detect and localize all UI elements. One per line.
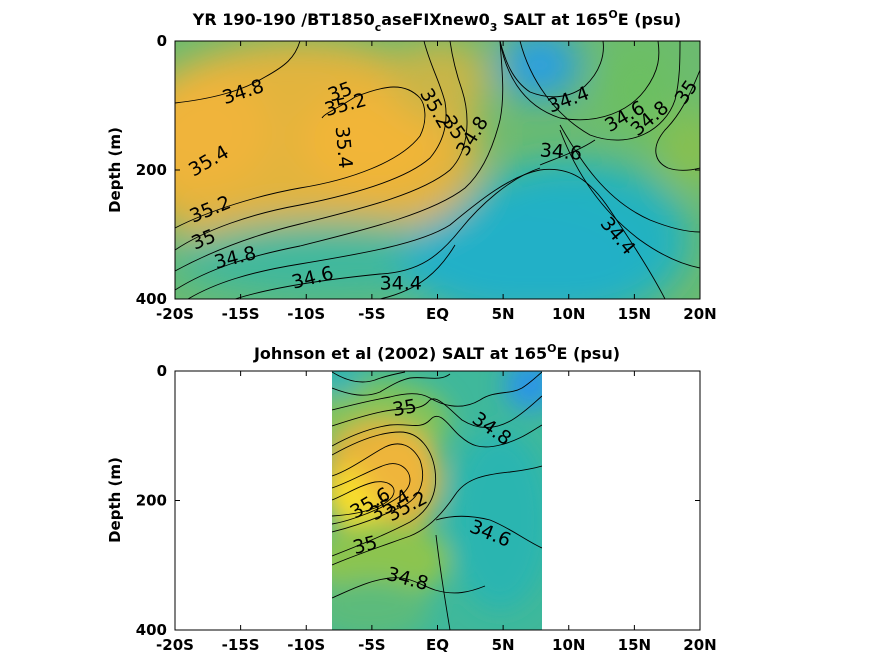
x-tick-label: 15N [618,305,651,323]
y-tick-label: 400 [136,290,167,308]
x-tick-label: -15S [222,636,260,654]
panel-top-title: YR 190-190 /BT1850caseFIXnew03 SALT at 1… [192,8,681,34]
x-tick-label: -20S [156,636,194,654]
x-tick-label: -5S [358,305,385,323]
x-tick-label: 5N [492,636,515,654]
x-tick-label: EQ [426,305,449,323]
contour-label: 34.6 [539,139,583,165]
x-tick-label: 5N [492,305,515,323]
x-tick-label: 10N [552,305,585,323]
x-tick-label: -15S [222,305,260,323]
contour-label: 35 [391,395,419,421]
x-tick-label: 20N [683,305,716,323]
y-tick-label: 0 [157,32,167,50]
x-tick-label: -5S [358,636,385,654]
panel-top-field [175,41,700,299]
contour-label: 34.4 [380,273,422,295]
x-tick-label: -10S [287,305,325,323]
x-tick-label: EQ [426,636,449,654]
y-tick-label: 400 [136,621,167,639]
panel-top-ylabel: Depth (m) [106,127,124,213]
x-tick-label: 15N [618,636,651,654]
y-tick-label: 200 [136,161,167,179]
panel-bottom: Johnson et al (2002) SALT at 165OE (psu) [106,342,717,654]
panel-bottom-field [332,371,542,630]
panel-top: YR 190-190 /BT1850caseFIXnew03 SALT at 1… [106,8,717,323]
x-tick-label: 20N [683,636,716,654]
x-tick-label: -20S [156,305,194,323]
x-tick-label: 10N [552,636,585,654]
y-tick-label: 200 [136,492,167,510]
contour-label: 35.4 [331,125,357,169]
panel-bottom-title: Johnson et al (2002) SALT at 165OE (psu) [253,342,620,363]
panel-top-ticks: -20S -15S -10S -5S EQ 5N 10N 15N 20N 0 200 400 [136,32,717,323]
panel-bottom-ticks: -20S -15S -10S -5S EQ 5N 10N 15N 20N 0 200 400 [136,362,717,654]
y-tick-label: 0 [157,362,167,380]
x-tick-label: -10S [287,636,325,654]
panel-bottom-contours [332,371,542,630]
panel-top-contours [175,41,700,299]
panel-bottom-ylabel: Depth (m) [106,457,124,543]
